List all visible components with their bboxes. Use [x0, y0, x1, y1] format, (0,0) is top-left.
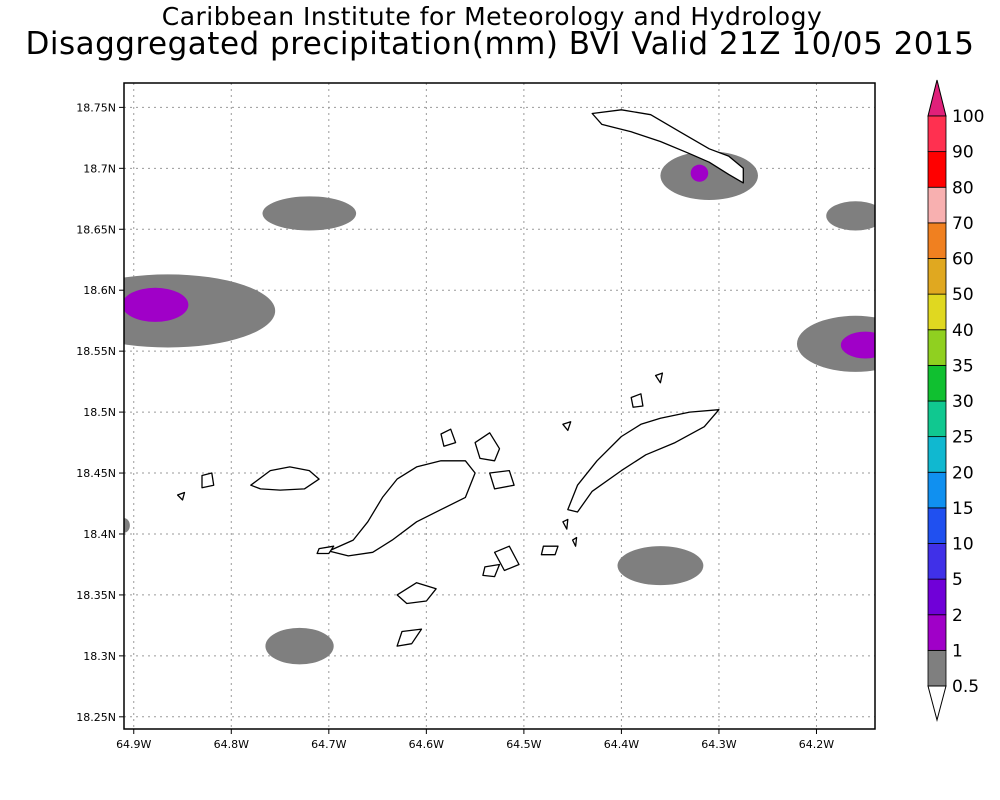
- colorbar-level-label: 60: [952, 250, 974, 270]
- colorbar-level-label: 10: [952, 535, 974, 555]
- map-frame: [123, 82, 876, 730]
- island-beef-north: [440, 428, 457, 447]
- colorbar-bin: [927, 507, 947, 544]
- precip-area-east: [796, 315, 875, 372]
- island-cooper: [493, 545, 520, 572]
- colorbar-bin: [927, 329, 947, 366]
- lat-tick-label: 18.3N: [83, 650, 116, 663]
- colorbar-top-arrow: [927, 79, 947, 117]
- lat-tick-label: 18.25N: [76, 711, 116, 724]
- lon-tick-label: 64.3W: [701, 738, 736, 751]
- precip-area-south: [617, 546, 704, 586]
- colorbar-bin: [927, 649, 947, 687]
- precipitation-layer: [124, 151, 875, 665]
- colorbar-level-label: 2: [952, 606, 963, 626]
- precip-core-east: [840, 331, 875, 359]
- colorbar-bin: [927, 293, 947, 331]
- island-necker: [654, 372, 664, 384]
- lon-tick-label: 64.8W: [214, 738, 249, 751]
- lat-tick-label: 18.35N: [76, 589, 116, 602]
- island-great-camanoe: [489, 469, 515, 490]
- island-sandy-cay: [176, 491, 186, 501]
- colorbar-level-label: 90: [952, 143, 974, 163]
- colorbar-bin: [927, 471, 947, 509]
- colorbar-level-label: 20: [952, 463, 974, 483]
- colorbar-bin: [927, 151, 947, 188]
- colorbar-bottom-arrow: [927, 685, 947, 722]
- island-anegada: [591, 109, 744, 184]
- colorbar-level-label: 50: [952, 285, 974, 305]
- precip-core-anegada: [690, 164, 709, 182]
- lon-tick-label: 64.2W: [799, 738, 834, 751]
- colorbar-bin: [927, 400, 947, 438]
- product-title: Disaggregated precipitation(mm) BVI Vali…: [25, 26, 975, 62]
- lat-tick-label: 18.4N: [83, 528, 116, 541]
- lon-tick-label: 64.5W: [506, 738, 541, 751]
- colorbar-bin: [927, 614, 947, 651]
- island-outlines: [176, 109, 744, 647]
- colorbar-bin: [927, 258, 947, 295]
- colorbar-level-label: 25: [952, 428, 974, 448]
- island-mosquito: [630, 393, 644, 408]
- lat-tick-label: 18.7N: [83, 162, 116, 175]
- colorbar-bin: [927, 186, 947, 224]
- map-background: [124, 83, 875, 729]
- colorbar-level-label: 0.5: [952, 677, 979, 697]
- colorbar-level-label: 40: [952, 321, 974, 341]
- island-salt: [482, 563, 501, 578]
- precip-area-east-north: [826, 201, 875, 231]
- precip-area-west-edge: [124, 518, 130, 533]
- island-tortola: [328, 460, 476, 557]
- island-west-cay: [201, 472, 215, 489]
- lat-tick-label: 18.6N: [83, 284, 116, 297]
- precip-area-southwest: [265, 627, 334, 665]
- lon-tick-label: 64.9W: [116, 738, 151, 751]
- lat-tick-label: 18.45N: [76, 467, 116, 480]
- island-ginger: [540, 545, 559, 556]
- island-virgin-gorda: [567, 409, 720, 513]
- colorbar-level-label: 100: [952, 107, 984, 127]
- island-little-thatch: [316, 545, 335, 555]
- colorbar-level-label: 35: [952, 356, 974, 376]
- colorbar-bin: [927, 436, 947, 473]
- lat-tick-label: 18.55N: [76, 345, 116, 358]
- institute-title: Caribbean Institute for Meteorology and …: [161, 2, 823, 31]
- colorbar-level-label: 5: [952, 570, 963, 590]
- lon-tick-label: 64.4W: [604, 738, 639, 751]
- island-round-rock: [571, 536, 578, 547]
- island-guana: [474, 432, 501, 462]
- colorbar-level-label: 70: [952, 214, 974, 234]
- island-fallen-jerusalem: [562, 518, 569, 530]
- island-peter: [396, 628, 423, 647]
- island-jost-van-dyke: [250, 466, 320, 491]
- colorbar-bin: [927, 364, 947, 402]
- colorbar-bin: [927, 578, 947, 616]
- colorbar-level-label: 15: [952, 499, 974, 519]
- precip-core-northwest: [124, 287, 189, 322]
- island-norman: [396, 582, 437, 605]
- lon-tick-label: 64.6W: [409, 738, 444, 751]
- lat-tick-label: 18.75N: [76, 101, 116, 114]
- lat-tick-label: 18.65N: [76, 223, 116, 236]
- axis-ticks: 64.9W 64.8W 64.7W 64.6W 64.5W 64.4W 64.3W 64.2W…: [76, 101, 834, 751]
- colorbar-level-label: 1: [952, 641, 963, 661]
- lat-tick-label: 18.5N: [83, 406, 116, 419]
- island-cay-east: [562, 421, 572, 432]
- colorbar-level-label: 80: [952, 178, 974, 198]
- colorbar-bin: [927, 222, 947, 259]
- precip-area-north: [262, 196, 357, 231]
- colorbar-bin: [927, 543, 947, 580]
- colorbar-bin: [927, 115, 947, 153]
- colorbar-level-label: 30: [952, 392, 974, 412]
- lon-tick-label: 64.7W: [311, 738, 346, 751]
